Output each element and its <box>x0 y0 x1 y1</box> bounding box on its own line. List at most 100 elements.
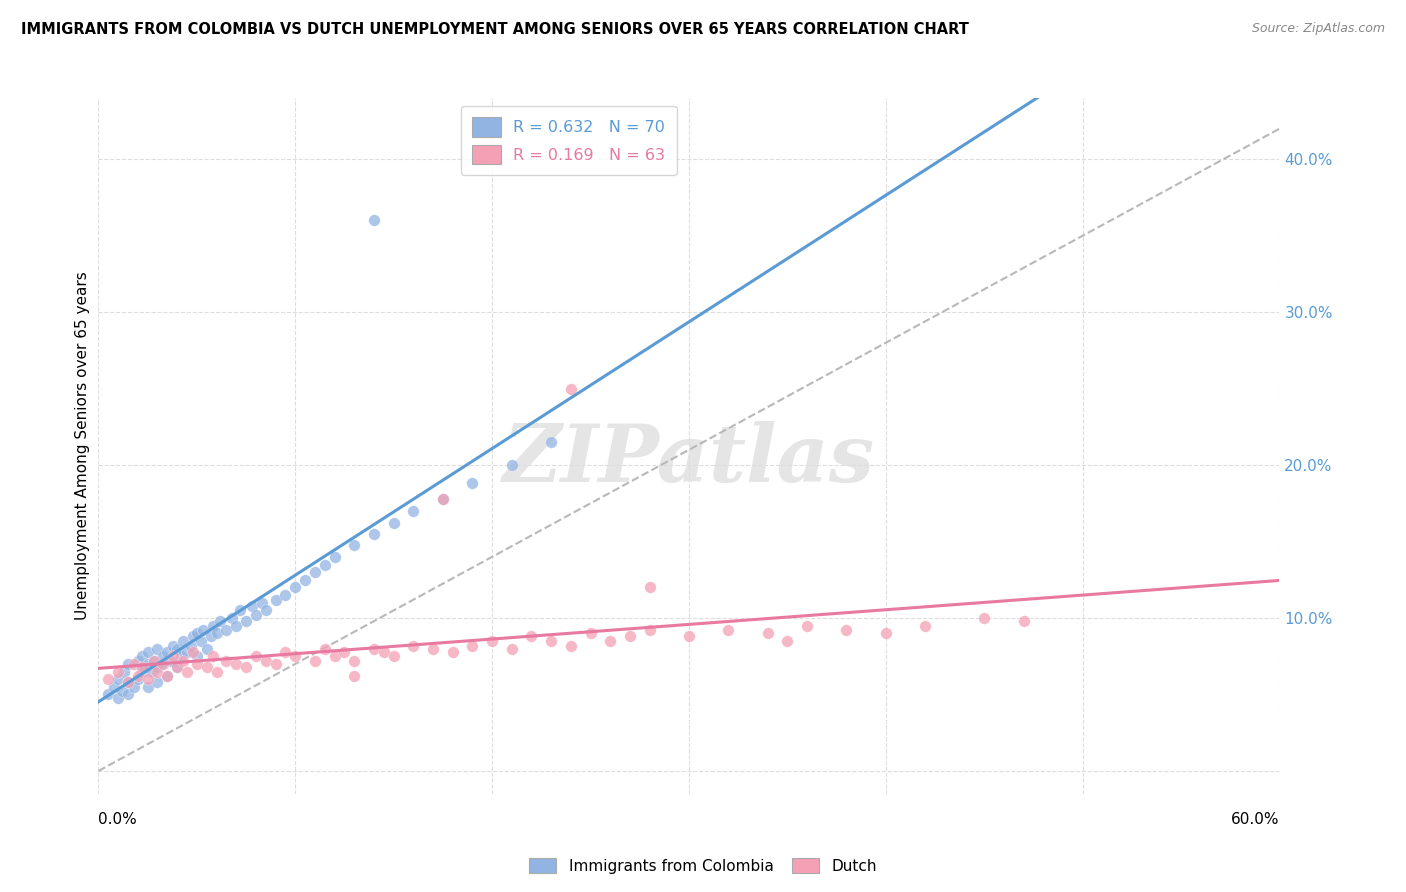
Point <box>402 504 425 518</box>
Point <box>250 596 273 610</box>
Point <box>127 669 149 683</box>
Point <box>560 382 582 396</box>
Point <box>111 684 134 698</box>
Text: 60.0%: 60.0% <box>1232 813 1279 827</box>
Point <box>180 639 202 653</box>
Point <box>103 680 125 694</box>
Point <box>112 665 135 679</box>
Point <box>107 690 129 705</box>
Point <box>441 645 464 659</box>
Point <box>382 649 405 664</box>
Point <box>274 588 297 602</box>
Point <box>304 654 326 668</box>
Point <box>229 603 252 617</box>
Point <box>756 626 779 640</box>
Point <box>190 634 212 648</box>
Point <box>264 592 287 607</box>
Text: IMMIGRANTS FROM COLOMBIA VS DUTCH UNEMPLOYMENT AMONG SENIORS OVER 65 YEARS CORRE: IMMIGRANTS FROM COLOMBIA VS DUTCH UNEMPL… <box>21 22 969 37</box>
Point <box>172 654 194 668</box>
Point <box>264 657 287 671</box>
Point <box>160 654 183 668</box>
Point <box>150 657 173 671</box>
Text: 0.0%: 0.0% <box>98 813 138 827</box>
Point <box>235 660 257 674</box>
Point <box>205 665 228 679</box>
Point <box>240 599 263 613</box>
Point <box>176 645 198 659</box>
Point <box>142 654 165 668</box>
Point <box>343 669 366 683</box>
Point <box>501 641 523 656</box>
Point <box>186 649 208 664</box>
Point <box>422 641 444 656</box>
Point <box>914 618 936 632</box>
Point <box>432 491 454 506</box>
Point <box>97 688 120 702</box>
Point <box>796 618 818 632</box>
Point <box>146 641 169 656</box>
Point <box>131 665 153 679</box>
Point <box>215 654 238 668</box>
Point <box>132 660 155 674</box>
Point <box>152 657 174 671</box>
Point <box>117 675 139 690</box>
Point <box>274 645 297 659</box>
Point <box>245 649 267 664</box>
Point <box>314 558 336 572</box>
Point <box>156 669 179 683</box>
Point <box>127 654 149 668</box>
Point <box>162 639 184 653</box>
Point <box>284 581 307 595</box>
Point <box>146 665 169 679</box>
Legend: R = 0.632   N = 70, R = 0.169   N = 63: R = 0.632 N = 70, R = 0.169 N = 63 <box>461 106 676 176</box>
Point <box>146 675 169 690</box>
Point <box>127 672 149 686</box>
Point <box>170 649 193 664</box>
Point <box>122 657 145 671</box>
Point <box>141 665 163 679</box>
Point <box>835 624 858 638</box>
Point <box>678 629 700 643</box>
Point <box>152 649 174 664</box>
Point <box>382 516 405 531</box>
Point <box>560 639 582 653</box>
Point <box>254 603 277 617</box>
Point <box>638 581 661 595</box>
Point <box>343 538 366 552</box>
Point <box>245 607 267 622</box>
Y-axis label: Unemployment Among Seniors over 65 years: Unemployment Among Seniors over 65 years <box>75 272 90 620</box>
Point <box>107 672 129 686</box>
Point <box>363 213 385 227</box>
Point <box>166 660 188 674</box>
Point <box>501 458 523 472</box>
Legend: Immigrants from Colombia, Dutch: Immigrants from Colombia, Dutch <box>523 852 883 880</box>
Point <box>181 645 204 659</box>
Text: ZIPatlas: ZIPatlas <box>503 421 875 499</box>
Point <box>540 435 562 450</box>
Point <box>776 634 799 648</box>
Point <box>107 665 129 679</box>
Point <box>162 649 184 664</box>
Point <box>323 649 346 664</box>
Point <box>136 657 159 671</box>
Point <box>186 626 208 640</box>
Point <box>166 660 188 674</box>
Point <box>363 527 385 541</box>
Point <box>619 629 641 643</box>
Point <box>131 660 153 674</box>
Point <box>97 672 120 686</box>
Point <box>131 649 153 664</box>
Point <box>215 624 238 638</box>
Point <box>638 624 661 638</box>
Point <box>875 626 897 640</box>
Point <box>136 680 159 694</box>
Point <box>520 629 543 643</box>
Point <box>117 675 139 690</box>
Point <box>186 657 208 671</box>
Point <box>1012 614 1035 628</box>
Point <box>363 641 385 656</box>
Point <box>225 618 247 632</box>
Point <box>156 645 179 659</box>
Point <box>599 634 621 648</box>
Point <box>323 549 346 564</box>
